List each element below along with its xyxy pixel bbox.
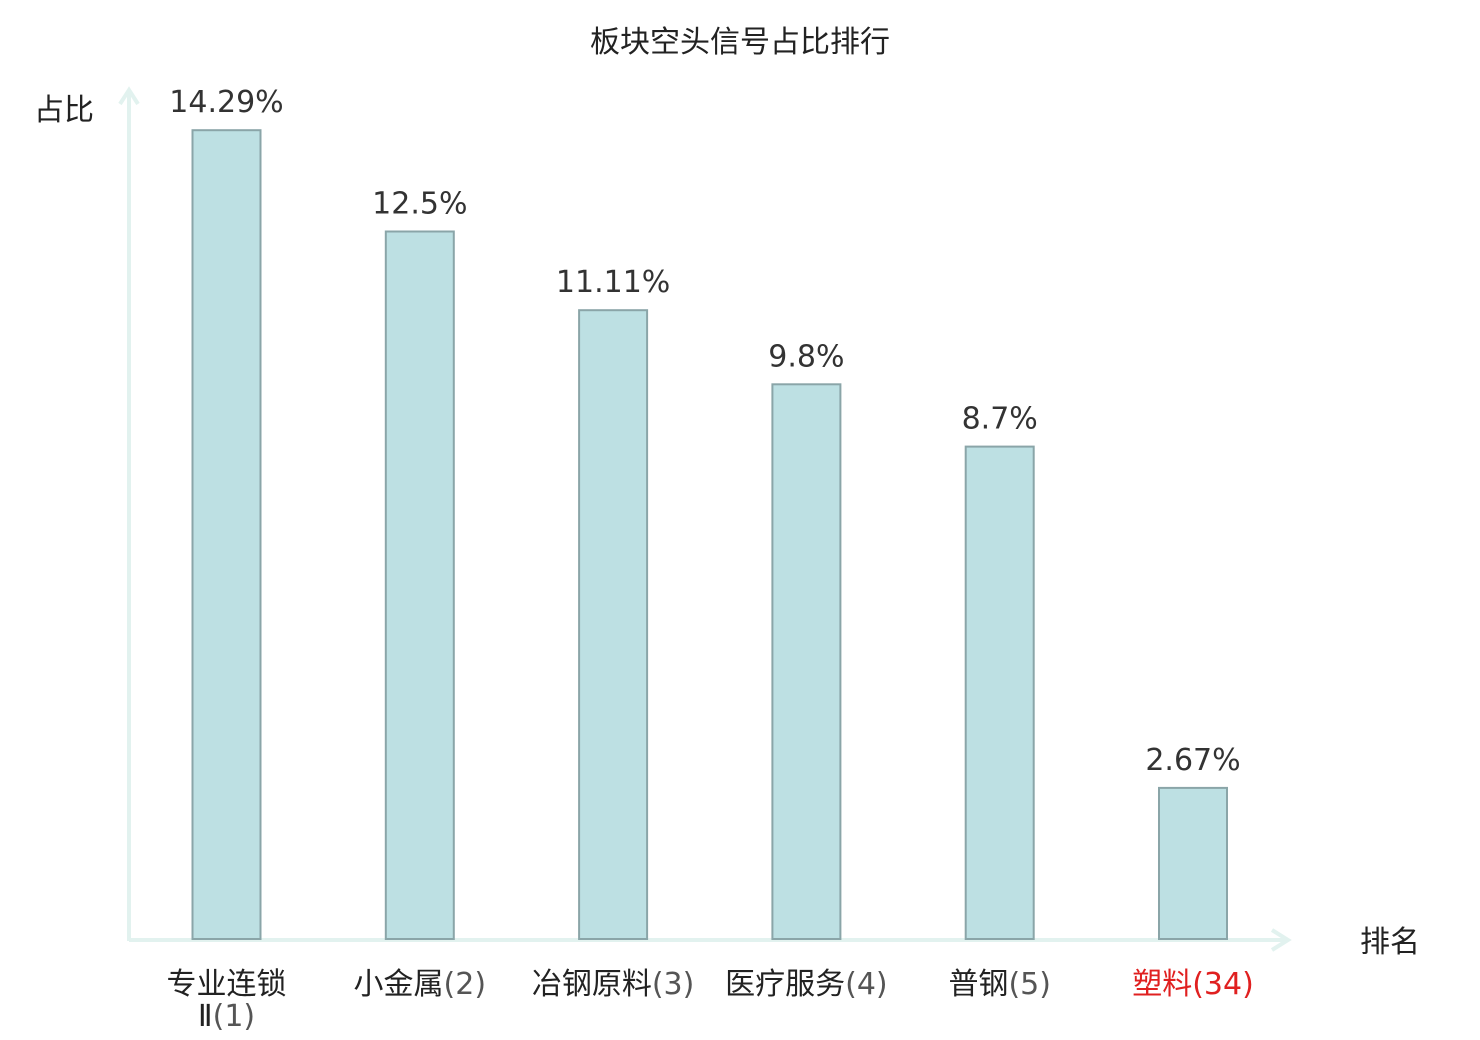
chart-title: 板块空头信号占比排行 [590,25,890,60]
bar [1158,786,1228,941]
x-axis-label: 排名 [1360,925,1420,960]
bar [191,129,262,940]
category-label: 普钢(5) [948,967,1050,1002]
category-rank: (2) [444,967,487,1002]
bar [964,445,1035,940]
y-axis-line [118,86,140,106]
category-rank: (3) [652,967,695,1002]
bar [578,309,649,940]
category-label: 小金属(2) [354,967,487,1002]
bars-group [191,129,1228,941]
category-label: 冶钢原料(3) [532,967,695,1002]
category-rank: (5) [1008,967,1050,1002]
data-label: 2.67% [1145,743,1240,778]
x-axis-arrow-icon [1270,928,1292,952]
y-axis-label: 占比 [34,93,94,128]
data-label: 9.8% [768,339,844,374]
data-label: 14.29% [169,85,283,120]
category-label: 专业连锁 [167,967,287,1002]
data-label: 8.7% [962,402,1038,437]
bar [384,230,455,940]
category-rank: (4) [845,967,888,1002]
bar [771,383,842,940]
category-rank: (1) [213,999,256,1034]
category-label: 医疗服务(4) [725,967,888,1002]
category-label: 塑料(34) [1132,967,1254,1002]
category-rank: (34) [1192,967,1254,1002]
value-labels-group: 14.29% 12.5% 11.11% 9.8% 8.7% 2.67% [169,85,1240,778]
data-label: 11.11% [556,265,670,300]
data-label: 12.5% [372,187,467,222]
category-label: Ⅱ(1) [198,999,255,1034]
